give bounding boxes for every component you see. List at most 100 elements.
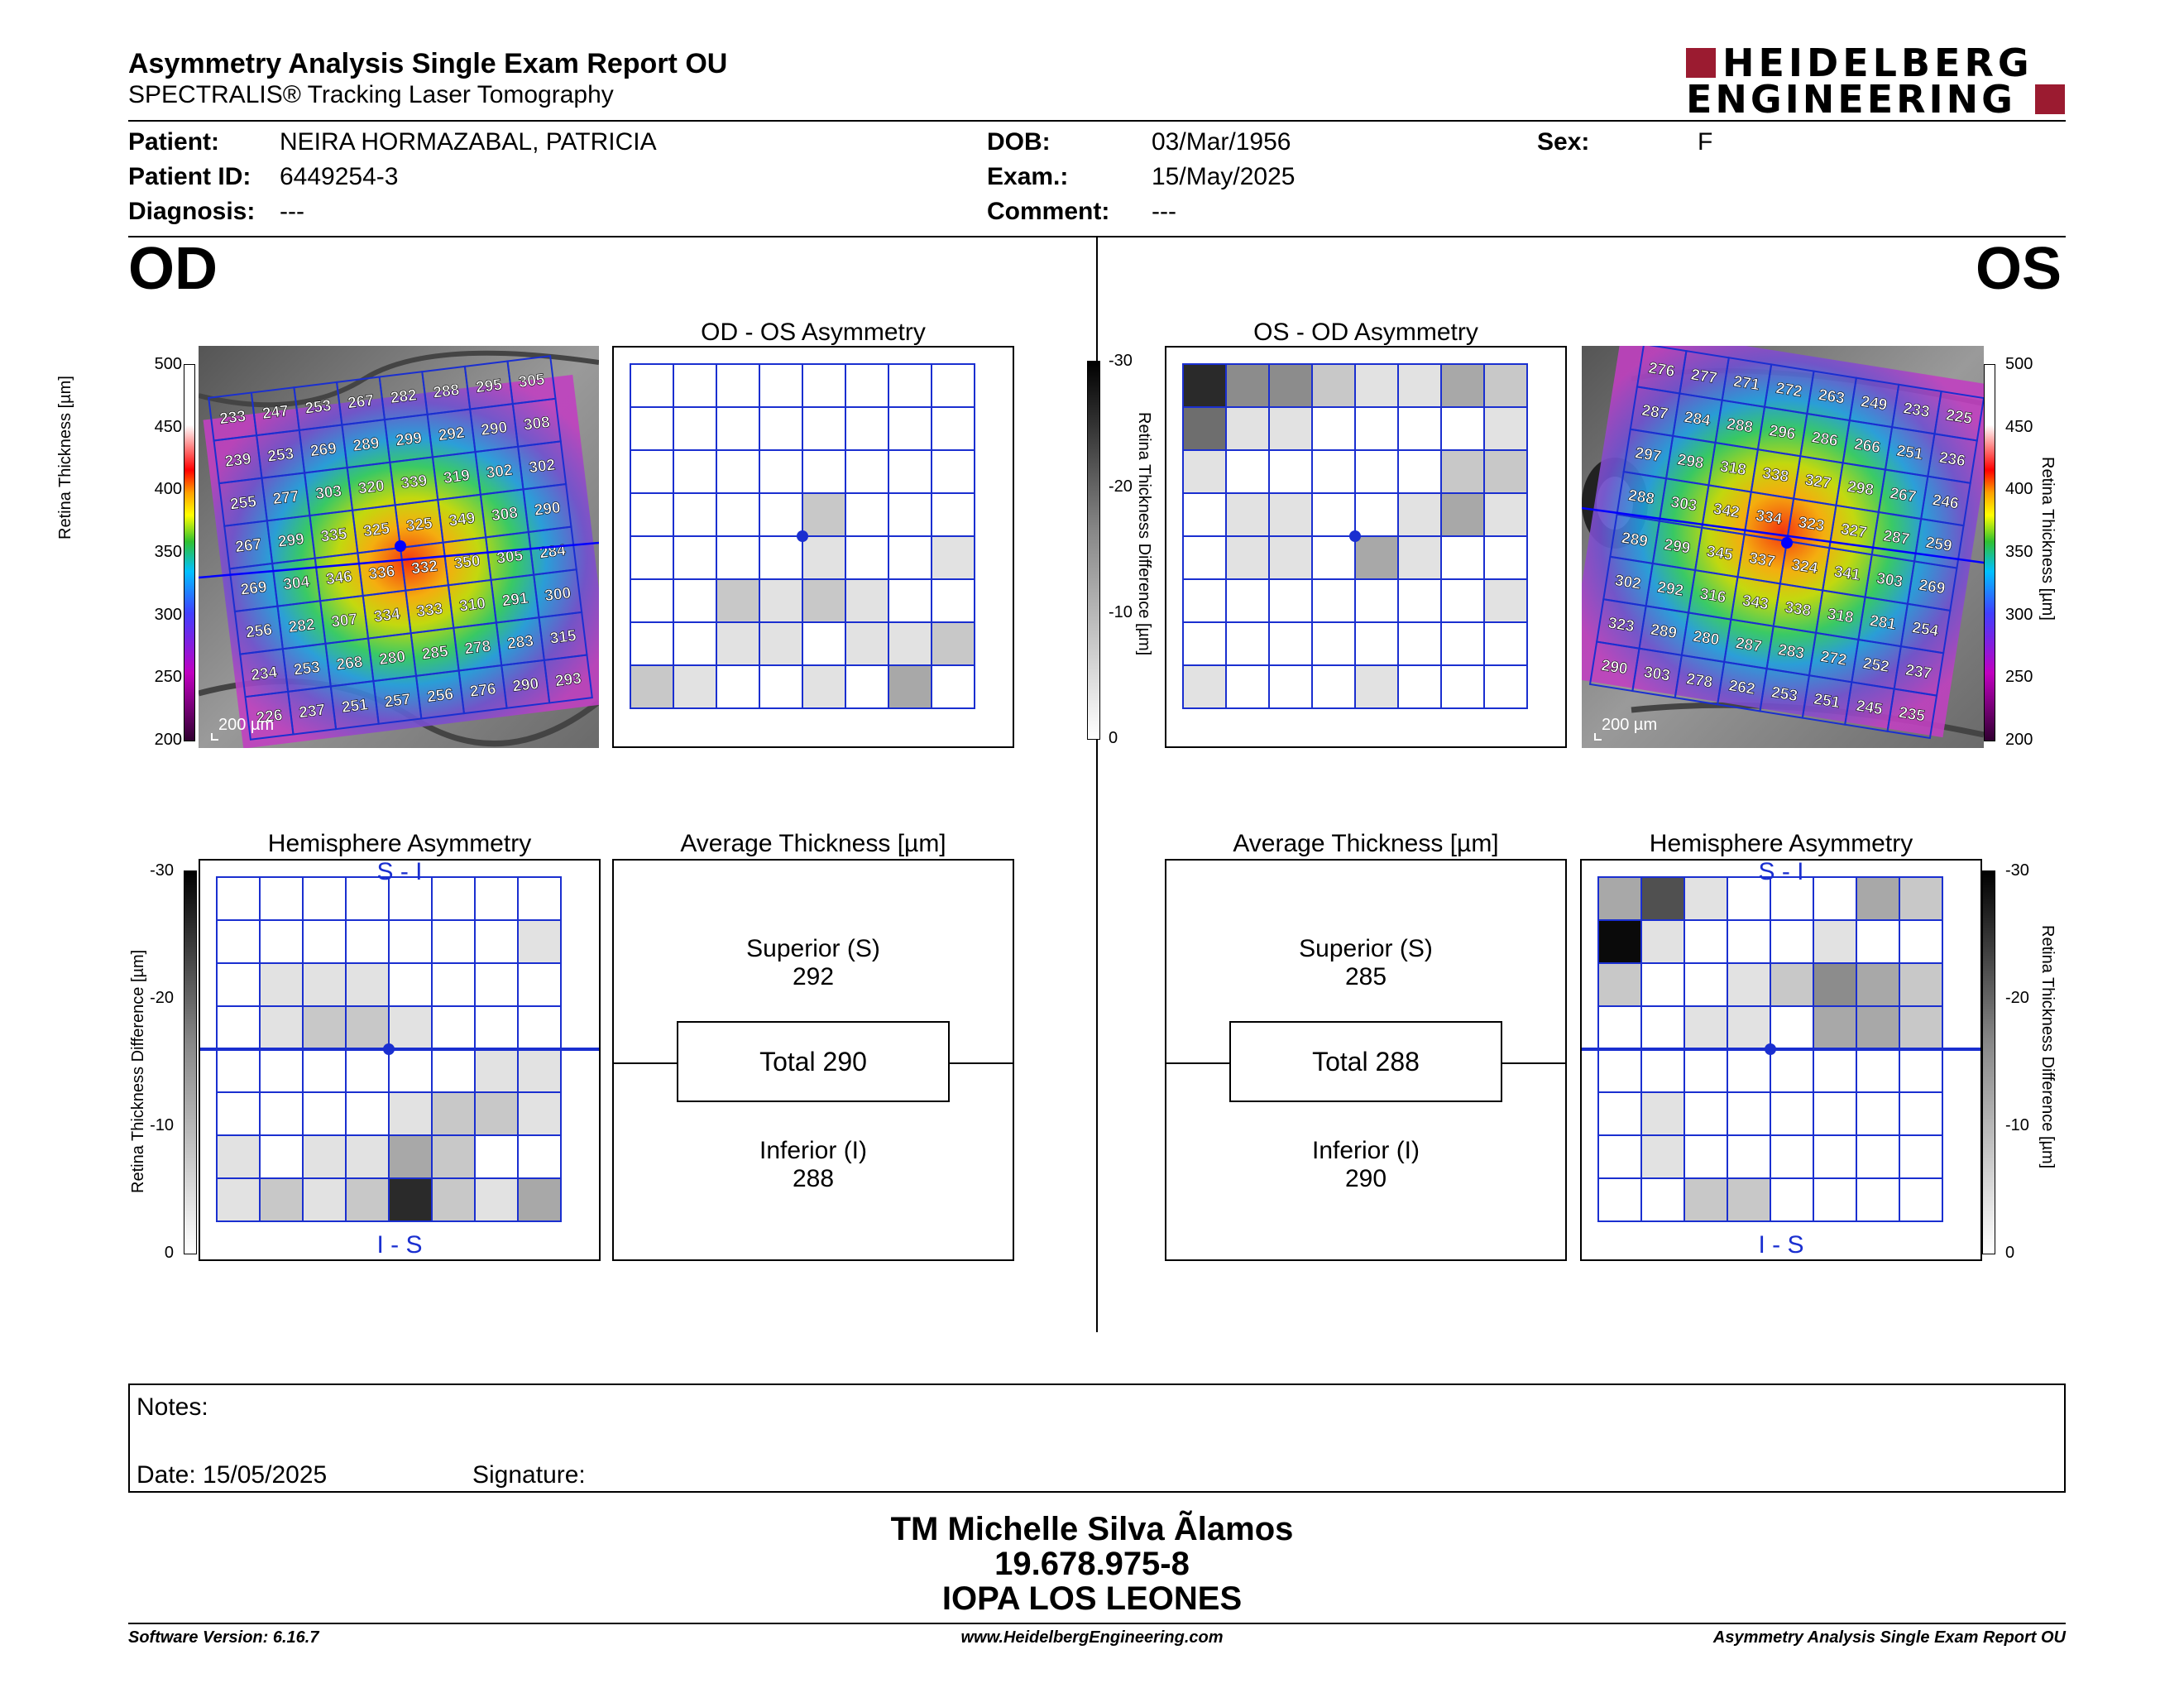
od-os-asym-cell <box>931 363 975 408</box>
os-thickness-value: 327 <box>1803 472 1832 493</box>
os-thickness-value: 249 <box>1860 393 1889 415</box>
os-od-asym-cell <box>1225 535 1270 580</box>
od-thickness-value: 290 <box>480 419 508 439</box>
od-thickness-value: 291 <box>501 590 529 611</box>
od-hemi-cell <box>474 1048 519 1093</box>
os-od-asym-cell <box>1397 406 1442 451</box>
os-thickness-value: 266 <box>1853 435 1882 457</box>
od-hemi-cell <box>431 1134 476 1179</box>
od-thickness-value: 278 <box>463 638 491 659</box>
od-thickness-value: 325 <box>362 520 390 540</box>
os-od-asym-cell <box>1182 363 1227 408</box>
os-od-asym-cell <box>1354 535 1399 580</box>
od-os-asym-cell <box>759 449 803 494</box>
scale-tick: 450 <box>2005 417 2033 436</box>
od-os-asym-cell <box>845 406 889 451</box>
os-superior-label: Superior (S) <box>1299 935 1433 962</box>
od-hemi-cell <box>517 1048 562 1093</box>
os-hemi-cell <box>1684 1177 1728 1222</box>
od-hemi-cell <box>302 1091 347 1136</box>
od-os-asym-cell <box>888 363 932 408</box>
od-os-asym-center-marker <box>797 530 808 542</box>
od-thickness-value: 233 <box>218 408 247 429</box>
os-od-asym-cell <box>1311 449 1356 494</box>
od-thickness-value: 277 <box>272 488 300 509</box>
os-thickness-value: 235 <box>1898 704 1927 726</box>
os-od-asym-cell <box>1397 535 1442 580</box>
od-os-asym-cell <box>673 449 717 494</box>
os-hemi-cell <box>1684 1048 1728 1093</box>
os-od-asym-cell <box>1354 363 1399 408</box>
os-hemi-cell <box>1899 1134 1943 1179</box>
os-od-asym-cell <box>1354 621 1399 666</box>
footer-url[interactable]: www.HeidelbergEngineering.com <box>960 1628 1224 1647</box>
os-thickness-value: 281 <box>1869 612 1898 634</box>
os-thickness-value: 323 <box>1797 514 1826 535</box>
od-os-asym-cell <box>845 664 889 709</box>
os-thickness-value: 233 <box>1902 400 1931 421</box>
od-thickness-ticks: 500 450 400 350 300 250 200 <box>132 355 182 749</box>
od-thickness-value: 237 <box>298 702 326 722</box>
os-thickness-value: 263 <box>1818 386 1846 408</box>
os-thickness-axis-label: Retina Thickness [µm] <box>2038 457 2057 621</box>
od-hemi-cell <box>517 1177 562 1222</box>
os-thickness-value: 338 <box>1784 599 1813 621</box>
od-os-asym-cell <box>845 492 889 537</box>
od-thickness-axis-label: Retina Thickness [µm] <box>56 376 74 539</box>
os-hemi-axis-label: Retina Thickness Difference [µm] <box>2038 925 2057 1169</box>
os-thickness-value: 280 <box>1692 628 1721 650</box>
os-thickness-value: 296 <box>1768 422 1797 444</box>
od-os-asym-cell <box>888 449 932 494</box>
os-od-asym-cell <box>1225 449 1270 494</box>
os-hemi-cell <box>1597 962 1642 1007</box>
od-thickness-value: 253 <box>304 397 333 418</box>
od-os-asym-cell <box>802 363 846 408</box>
od-hemi-panel: S - I I - S <box>199 858 601 1261</box>
os-thickness-value: 246 <box>1931 492 1960 513</box>
od-fundus-svg: 233 247 253 267 282 288 295 305 239 253 269 289 299 2… <box>198 346 613 749</box>
od-os-asym-cell <box>888 492 932 537</box>
os-hemi-cell <box>1597 1134 1642 1179</box>
os-thickness-value: 341 <box>1832 563 1861 585</box>
od-thickness-value: 251 <box>341 696 369 717</box>
os-od-asym-cell <box>1483 664 1528 709</box>
comment-label: Comment: <box>987 198 1110 225</box>
os-od-asym-cell <box>1483 492 1528 537</box>
signer-rut: 19.678.975-8 <box>994 1546 1190 1582</box>
os-thickness-cell <box>1886 688 1938 740</box>
os-hemi-cell <box>1727 1091 1771 1136</box>
od-os-asym-cell <box>673 578 717 623</box>
od-hemi-cell <box>474 1091 519 1136</box>
os-hemi-cell <box>1640 1048 1685 1093</box>
os-od-asym-cell <box>1268 406 1313 451</box>
scale-tick: -10 <box>150 1116 174 1134</box>
patient-id: 6449254-3 <box>280 163 399 190</box>
od-os-asym-cell <box>759 578 803 623</box>
od-hemi-cell <box>302 1177 347 1222</box>
od-hemi-cell <box>474 1134 519 1179</box>
os-thickness-value: 267 <box>1889 485 1918 506</box>
center-divider <box>1096 237 1098 1332</box>
scale-tick: -10 <box>2005 1116 2029 1134</box>
od-hemi-cell <box>388 1048 433 1093</box>
os-od-title: OS - OD Asymmetry <box>1253 319 1478 346</box>
od-thickness-value: 247 <box>261 402 290 423</box>
os-thickness-value: 254 <box>1911 619 1940 640</box>
od-hemi-axis-label: Retina Thickness Difference [µm] <box>129 949 147 1193</box>
os-thickness-value: 277 <box>1690 367 1719 388</box>
os-od-asym-cell <box>1440 578 1485 623</box>
os-thickness-value: 283 <box>1777 641 1806 663</box>
od-thickness-value: 234 <box>250 664 278 684</box>
os-od-asym-cell <box>1182 535 1227 580</box>
od-os-title: OD - OS Asymmetry <box>701 319 926 346</box>
od-thickness-value: 333 <box>415 600 443 621</box>
scale-tick: -10 <box>1109 603 1133 621</box>
os-thickness-value: 323 <box>1607 615 1636 636</box>
od-hemi-cell <box>216 1005 261 1050</box>
od-fundus-map: 233 247 253 267 282 288 295 305 239 253 269 289 299 2… <box>198 346 613 749</box>
os-od-asym-cell <box>1311 621 1356 666</box>
od-thickness-value: 226 <box>256 707 284 727</box>
od-os-asym-cell <box>931 492 975 537</box>
